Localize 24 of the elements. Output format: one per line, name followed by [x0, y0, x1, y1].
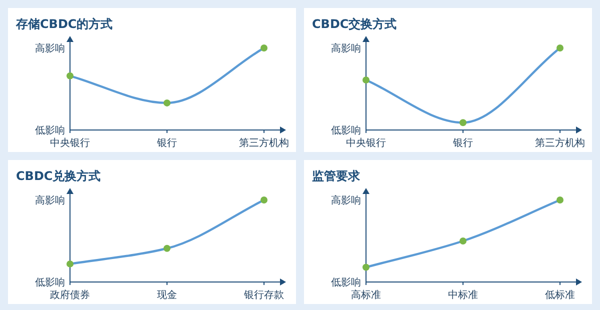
chart-title: CBDC交换方式	[312, 17, 397, 31]
text: 高影响	[35, 42, 65, 54]
x-tick-label: 银行	[156, 138, 177, 149]
text: 高影响	[331, 194, 361, 206]
text: 低影响	[331, 276, 361, 288]
x-tick-label: 中央银行	[50, 137, 90, 149]
chart-title: 存储CBDC的方式	[15, 17, 113, 31]
chart-title: 监管要求	[312, 169, 361, 183]
x-tick-label: 银行存款	[243, 289, 284, 301]
x-tick-label: 政府债券	[50, 289, 90, 301]
text: 高影响	[35, 194, 65, 206]
x-tick-label: 低标准	[545, 289, 575, 301]
x-tick-label: 银行	[452, 138, 473, 149]
x-tick-label: 高标准	[351, 289, 381, 301]
x-tick-label: 中标准	[448, 289, 478, 301]
x-tick-label: 第三方机构	[239, 137, 289, 149]
text: 高影响	[331, 42, 361, 54]
text: 低影响	[331, 124, 361, 136]
text: 低影响	[35, 124, 65, 136]
chart-title: CBDC兑换方式	[16, 169, 101, 183]
x-tick-label: 中央银行	[346, 137, 386, 149]
x-tick-label: 第三方机构	[535, 137, 585, 149]
x-tick-label: 现金	[157, 289, 177, 301]
text: 低影响	[35, 276, 65, 288]
